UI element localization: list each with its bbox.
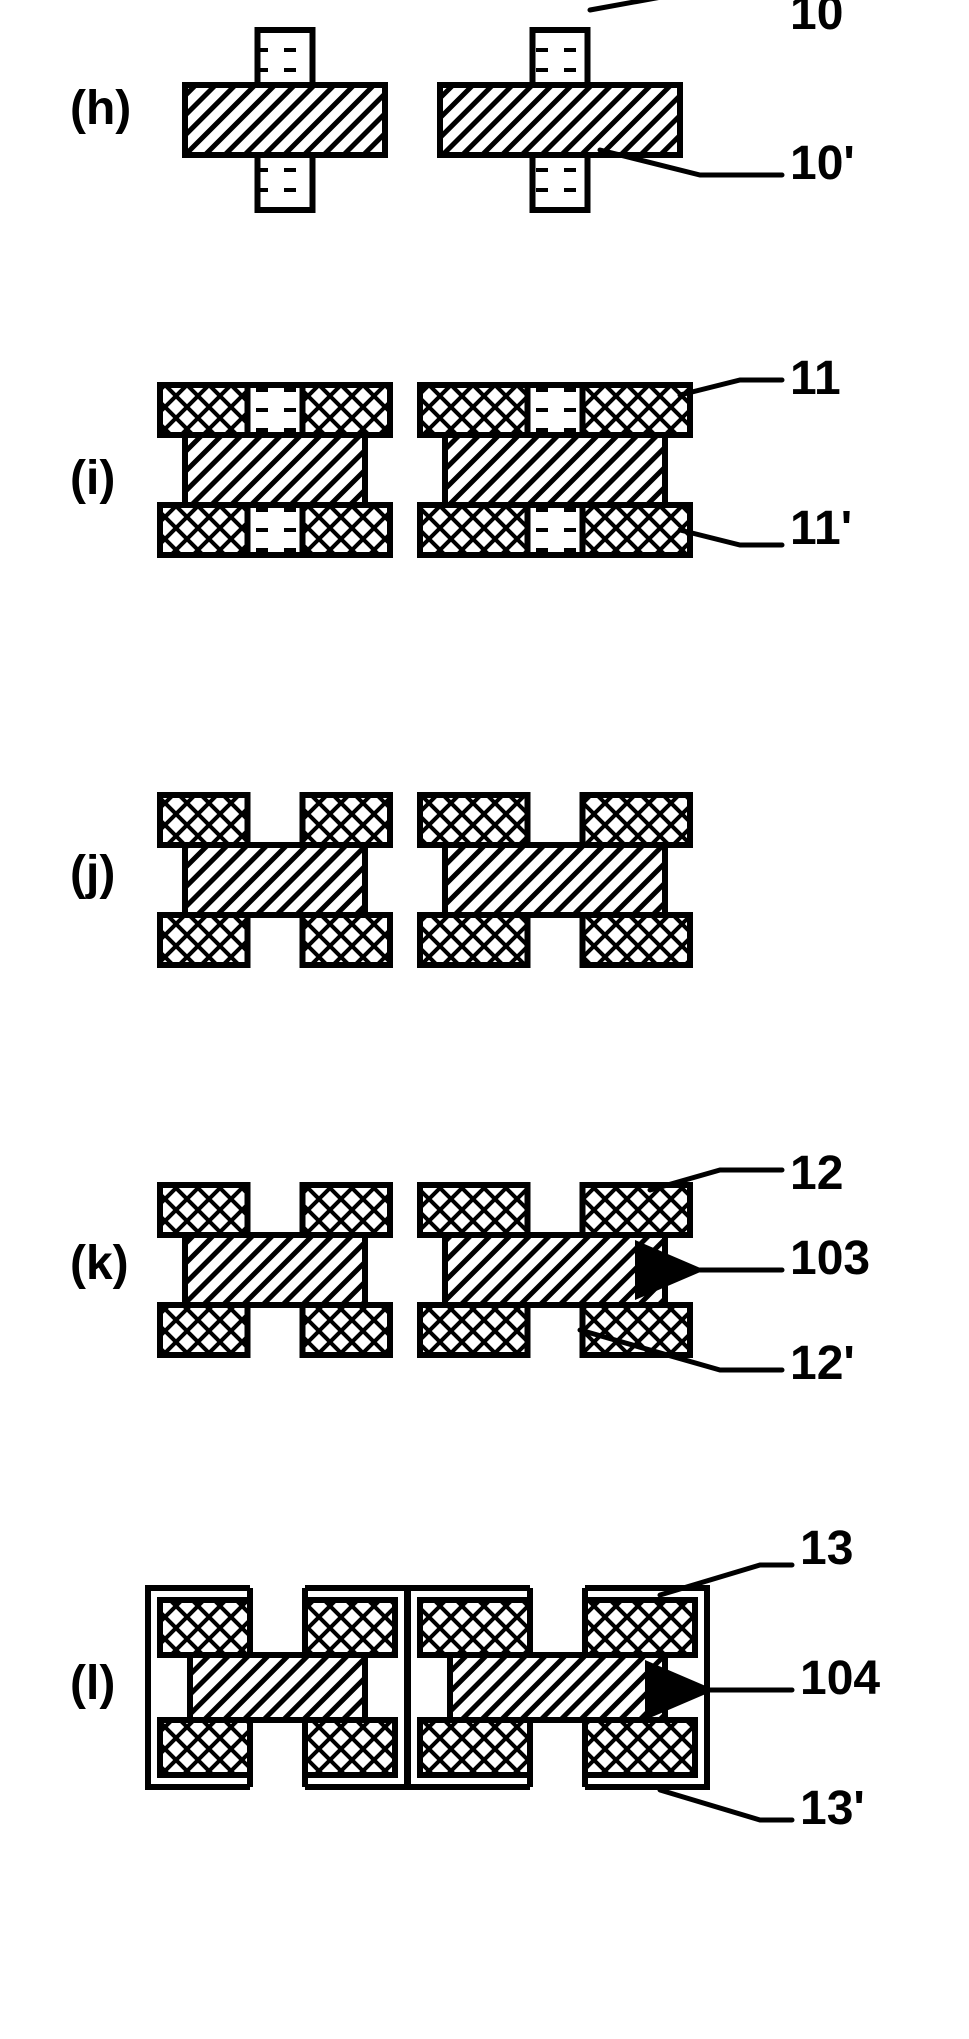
diagram-svg xyxy=(0,0,969,2039)
diagram-stage: (h) (i) (j) (k) (l) 10 10' 11 11' 12 103… xyxy=(0,0,969,2039)
